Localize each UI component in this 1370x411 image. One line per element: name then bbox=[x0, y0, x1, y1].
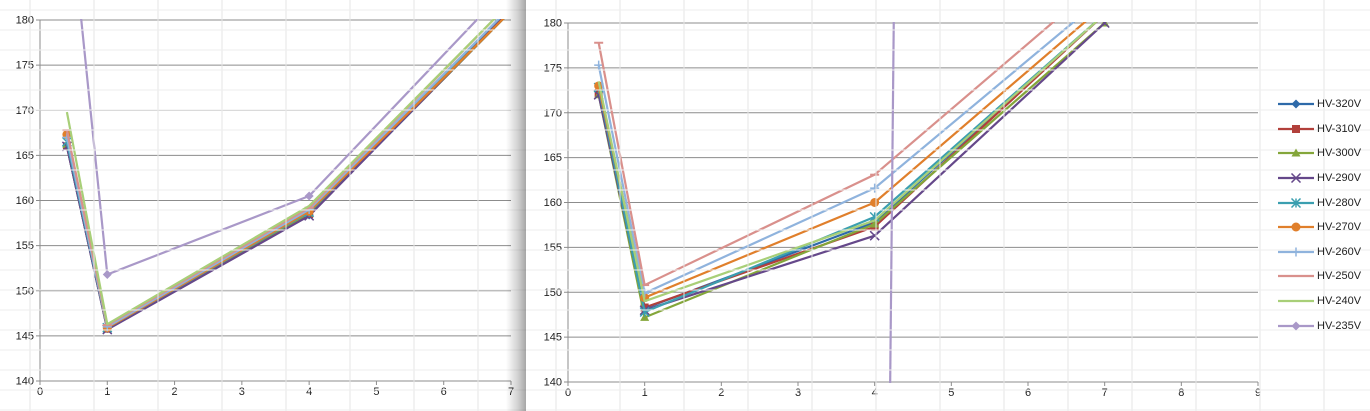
legend-swatch bbox=[1278, 299, 1314, 303]
chart-pane-right: 140 145 150 155 160 165 170 175 180 0 1 2 3 4 5 6 7 8 9 HV… bbox=[526, 0, 1370, 411]
x-tick-label: 7 bbox=[508, 386, 514, 398]
y-tick-label: 160 bbox=[16, 195, 34, 207]
y-tick-label: 145 bbox=[544, 332, 562, 344]
marker-HV-260V bbox=[870, 183, 880, 193]
marker-HV-300V bbox=[870, 219, 880, 228]
legend-item: HV-320V bbox=[1278, 92, 1368, 117]
marker-HV-235V bbox=[304, 191, 314, 201]
y-tick-label: 160 bbox=[544, 197, 562, 209]
marker-HV-280V bbox=[1290, 197, 1302, 208]
legend-label: HV-260V bbox=[1317, 245, 1362, 258]
chart-right: 140 145 150 155 160 165 170 175 180 0 1 2 3 4 5 6 7 8 9 bbox=[544, 18, 1261, 400]
y-tick-label: 165 bbox=[16, 150, 34, 162]
x-tick-label: 1 bbox=[104, 386, 110, 398]
y-tick-label: 145 bbox=[16, 330, 34, 342]
legend-swatch bbox=[1278, 173, 1314, 184]
legend-item: HV-310V bbox=[1278, 117, 1368, 142]
legend-swatch bbox=[1278, 222, 1314, 232]
legend-label: HV-290V bbox=[1317, 172, 1362, 185]
legend-label: HV-250V bbox=[1317, 270, 1362, 283]
legend-label: HV-240V bbox=[1317, 295, 1362, 308]
legend-item: HV-240V bbox=[1278, 289, 1368, 314]
x-tick-label: 0 bbox=[37, 386, 43, 398]
marker-HV-235V bbox=[102, 270, 112, 280]
y-tick-label: 170 bbox=[544, 107, 562, 119]
marker-HV-300V bbox=[640, 312, 650, 321]
y-tick-label: 140 bbox=[16, 376, 34, 388]
legend-item: HV-250V bbox=[1278, 264, 1368, 289]
series-line-HV-240V bbox=[65, 19, 496, 326]
series-line-HV-235V bbox=[889, 22, 895, 383]
legend-swatch bbox=[1278, 321, 1314, 331]
x-tick-label: 5 bbox=[948, 387, 954, 399]
series-group bbox=[593, 22, 1110, 383]
marker-HV-310V bbox=[1292, 124, 1300, 133]
x-tick-label: 6 bbox=[441, 386, 447, 398]
chart-pane-left: 140 145 150 155 160 165 170 175 180 0 1 2 3 4 5 6 7 bbox=[0, 0, 526, 411]
chart-left: 140 145 150 155 160 165 170 175 180 0 1 2 3 4 5 6 7 bbox=[16, 15, 514, 399]
x-tick-label: 3 bbox=[239, 386, 245, 398]
marker-HV-235V bbox=[1291, 321, 1301, 331]
legend-label: HV-320V bbox=[1317, 98, 1362, 111]
x-tick-label: 9 bbox=[1255, 387, 1261, 399]
x-tick-label: 3 bbox=[795, 387, 801, 399]
legend-swatch bbox=[1278, 124, 1314, 133]
legend-swatch bbox=[1278, 148, 1314, 157]
x-tick-label: 2 bbox=[718, 387, 724, 399]
y-tick-label: 165 bbox=[544, 152, 562, 164]
series-line-HV-240V bbox=[597, 22, 1098, 303]
marker-HV-290V bbox=[869, 230, 880, 241]
x-tick-label: 4 bbox=[306, 386, 312, 398]
x-tick-label: 1 bbox=[642, 387, 648, 399]
y-tick-label: 140 bbox=[544, 377, 562, 389]
y-tick-label: 155 bbox=[544, 242, 562, 254]
legend-swatch bbox=[1278, 197, 1314, 208]
x-tick-label: 8 bbox=[1178, 387, 1184, 399]
y-tick-label: 180 bbox=[544, 18, 562, 30]
legend-swatch bbox=[1278, 99, 1314, 109]
marker-HV-320V bbox=[1291, 99, 1301, 109]
y-tick-label: 155 bbox=[16, 240, 34, 252]
x-tick-label: 6 bbox=[1025, 387, 1031, 399]
marker-HV-260V bbox=[594, 60, 604, 70]
x-tick-label: 7 bbox=[1102, 387, 1108, 399]
legend-label: HV-310V bbox=[1317, 122, 1362, 135]
marker-HV-300V bbox=[1291, 148, 1301, 157]
legend-label: HV-270V bbox=[1317, 221, 1362, 234]
y-tick-label: 175 bbox=[16, 60, 34, 72]
marker-HV-270V bbox=[870, 198, 880, 207]
legend-swatch bbox=[1278, 275, 1314, 278]
marker-HV-290V bbox=[1099, 22, 1110, 29]
marker-HV-280V bbox=[639, 306, 650, 318]
legend-swatch bbox=[1278, 247, 1314, 257]
legend-item: HV-300V bbox=[1278, 141, 1368, 166]
y-tick-label: 175 bbox=[544, 62, 562, 74]
marker-HV-270V bbox=[1291, 222, 1301, 232]
x-tick-label: 4 bbox=[872, 387, 878, 399]
legend-label: HV-280V bbox=[1317, 196, 1362, 209]
legend-label: HV-235V bbox=[1317, 319, 1362, 332]
legend-item: HV-270V bbox=[1278, 215, 1368, 240]
legend-item: HV-290V bbox=[1278, 166, 1368, 191]
legend-label: HV-300V bbox=[1317, 147, 1362, 160]
series-line-HV-260V bbox=[597, 22, 1076, 295]
marker-HV-290V bbox=[1290, 173, 1302, 184]
legend-item: HV-235V bbox=[1278, 313, 1368, 338]
x-tick-label: 2 bbox=[172, 386, 178, 398]
legend-item: HV-260V bbox=[1278, 240, 1368, 265]
pane-divider-shadow bbox=[506, 0, 526, 411]
marker-HV-260V bbox=[1291, 247, 1301, 257]
y-tick-label: 150 bbox=[544, 287, 562, 299]
y-tick-label: 180 bbox=[16, 15, 34, 27]
x-tick-label: 0 bbox=[565, 387, 571, 399]
chart-legend: HV-320V HV-310V HV-300V HV-290V HV-280V HV-27… bbox=[1278, 92, 1368, 338]
y-tick-label: 170 bbox=[16, 105, 34, 117]
series-line-HV-280V bbox=[597, 22, 1098, 314]
x-tick-label: 5 bbox=[373, 386, 379, 398]
y-tick-label: 150 bbox=[16, 285, 34, 297]
legend-item: HV-280V bbox=[1278, 190, 1368, 215]
